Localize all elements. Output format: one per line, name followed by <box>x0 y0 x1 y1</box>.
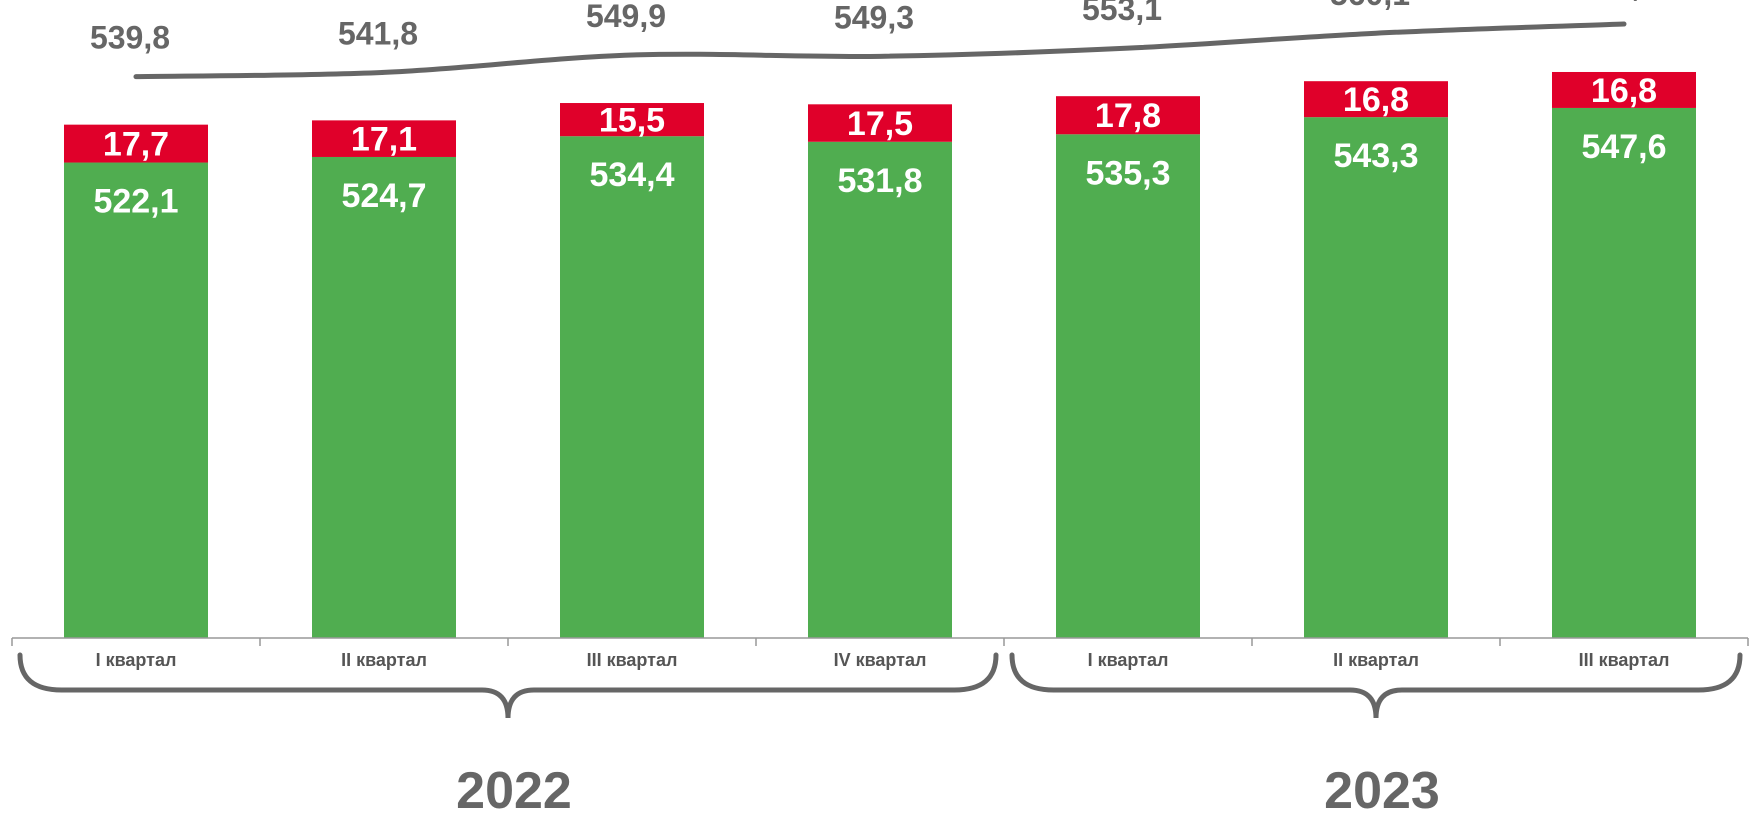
total-label-3: 549,9 <box>586 0 666 34</box>
category-label-7: III квартал <box>1579 650 1670 670</box>
category-label-3: III квартал <box>587 650 678 670</box>
bar-main-label-2: 524,7 <box>341 177 426 215</box>
bar-top-label-3: 15,5 <box>599 102 665 140</box>
bar-main-label-6: 543,3 <box>1333 137 1418 175</box>
bar-main-label-7: 547,6 <box>1581 128 1666 166</box>
bar-top-7 <box>1552 71 1696 108</box>
totals-line-layer <box>133 21 1627 80</box>
bar-top-5 <box>1056 96 1200 135</box>
total-label-2: 541,8 <box>338 15 418 51</box>
category-label-2: II квартал <box>341 650 427 670</box>
bar-main-label-1: 522,1 <box>93 183 178 221</box>
total-label-1: 539,8 <box>90 20 170 56</box>
bar-main-label-3: 534,4 <box>589 156 674 194</box>
bar-top-3 <box>560 103 704 137</box>
year-brace-2022 <box>17 652 999 719</box>
total-label-4: 549,3 <box>834 0 914 35</box>
category-label-6: II квартал <box>1333 650 1419 670</box>
bar-top-4 <box>808 104 952 142</box>
bar-main-4 <box>808 141 952 638</box>
bar-main-1 <box>64 162 208 638</box>
bar-top-label-6: 16,8 <box>1343 81 1409 119</box>
x-axis <box>11 637 1749 646</box>
bar-top-label-5: 17,8 <box>1095 97 1161 135</box>
bar-main-label-4: 531,8 <box>837 162 922 200</box>
bar-top-label-1: 17,7 <box>103 126 169 164</box>
category-label-5: I квартал <box>1088 650 1169 670</box>
bar-top-label-2: 17,1 <box>351 121 417 159</box>
total-label-5: 553,1 <box>1082 0 1162 27</box>
category-labels: I квартал II квартал III квартал IV квартал… <box>96 650 1670 670</box>
bar-main-3 <box>560 136 704 638</box>
year-brace-2023 <box>1009 652 1743 719</box>
totals-line <box>133 21 1627 80</box>
bar-main-5 <box>1056 134 1200 639</box>
bar-top-2 <box>312 120 456 157</box>
bar-value-labels: 522,1 17,7 524,7 17,1 534,4 15,5 531,8 17,5 535,… <box>93 72 1666 221</box>
category-label-4: IV квартал <box>834 650 927 670</box>
bar-main-6 <box>1304 117 1448 638</box>
category-label-1: I квартал <box>96 650 177 670</box>
bar-main-7 <box>1552 107 1696 639</box>
year-label-2023: 2023 <box>1324 762 1440 813</box>
bar-main-2 <box>312 156 456 638</box>
bar-top-label-7: 16,8 <box>1591 72 1657 110</box>
bar-top-label-4: 17,5 <box>847 105 913 143</box>
bar-top-6 <box>1304 81 1448 118</box>
total-label-6: 560,1 <box>1330 0 1410 12</box>
bar-main-label-5: 535,3 <box>1085 154 1170 192</box>
totals-labels-layer: 539,8 541,8 549,9 549,3 553,1 560,1 564,4 <box>90 0 1658 56</box>
year-labels: 2022 2023 <box>456 762 1440 813</box>
year-label-2022: 2022 <box>456 762 572 813</box>
year-braces <box>17 652 1743 719</box>
bar-top-1 <box>64 124 208 163</box>
total-label-7: 564,4 <box>1578 0 1658 3</box>
bars-layer <box>64 71 1696 639</box>
